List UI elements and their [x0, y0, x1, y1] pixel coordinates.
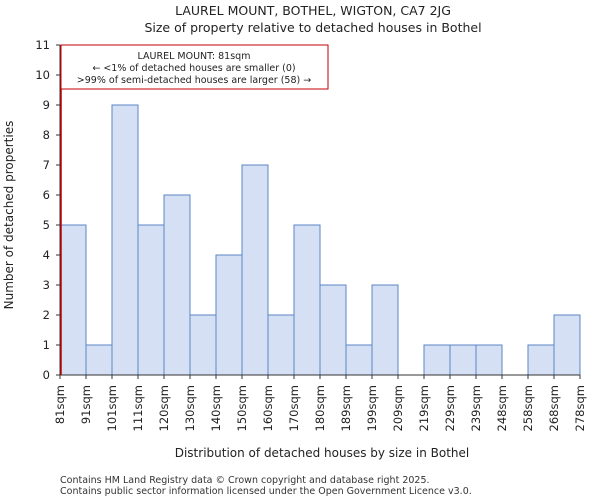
x-tick-label: 160sqm: [261, 385, 275, 431]
histogram-bar: [215, 254, 243, 376]
x-tick-label: 81sqm: [53, 385, 67, 424]
x-tick-label: 170sqm: [287, 385, 301, 431]
x-tick-label: 209sqm: [391, 385, 405, 431]
x-tick-label: 229sqm: [443, 385, 457, 431]
x-tick-label: 199sqm: [365, 385, 379, 431]
x-tick-label: 120sqm: [157, 385, 171, 431]
y-tick-label: 0: [43, 368, 50, 382]
histogram-bar: [371, 284, 399, 376]
y-tick-label: 8: [43, 128, 50, 142]
x-axis-label: Distribution of detached houses by size …: [175, 446, 470, 460]
chart-title: LAUREL MOUNT, BOTHEL, WIGTON, CA7 2JG: [175, 3, 451, 18]
x-tick-label: 91sqm: [79, 385, 93, 424]
y-axis-ticks: 0 1 2 3 4 5 6 7 8 9 10 11: [35, 38, 60, 382]
x-tick-label: 150sqm: [235, 385, 249, 431]
y-tick-label: 3: [43, 278, 50, 292]
histogram-bar: [553, 314, 581, 376]
x-tick-label: 111sqm: [131, 385, 145, 431]
y-tick-label: 10: [35, 68, 50, 82]
y-tick-label: 7: [43, 158, 50, 172]
histogram-bar: [449, 344, 477, 376]
x-tick-label: 101sqm: [105, 385, 119, 431]
footer-line-1: Contains HM Land Registry data © Crown c…: [60, 475, 430, 486]
footer-line-2: Contains public sector information licen…: [60, 486, 472, 497]
y-axis-label: Number of detached properties: [2, 121, 16, 310]
annotation-line-2: ← <1% of detached houses are smaller (0): [92, 63, 295, 74]
histogram-bar: [527, 344, 555, 376]
x-tick-label: 268sqm: [547, 385, 561, 431]
y-tick-label: 2: [43, 308, 50, 322]
histogram-bar: [137, 224, 165, 376]
y-tick-label: 5: [43, 218, 50, 232]
x-tick-label: 219sqm: [417, 385, 431, 431]
histogram-bar: [189, 314, 217, 376]
x-axis-ticks: 81sqm 91sqm 101sqm 111sqm 120sqm 130sqm 140sqm…: [53, 375, 587, 431]
annotation-box: LAUREL MOUNT: 81sqm ← <1% of detached ho…: [60, 44, 329, 90]
histogram-bar: [111, 104, 139, 376]
annotation-line-3: >99% of semi-detached houses are larger …: [77, 75, 311, 86]
histogram-bar: [85, 344, 113, 376]
annotation-line-1: LAUREL MOUNT: 81sqm: [138, 51, 251, 62]
histogram-bar: [345, 344, 373, 376]
histogram-bar: [59, 224, 87, 376]
y-tick-label: 4: [43, 248, 50, 262]
x-tick-label: 189sqm: [339, 385, 353, 431]
x-tick-label: 180sqm: [313, 385, 327, 431]
y-tick-label: 9: [43, 98, 50, 112]
histogram-bar: [163, 194, 191, 376]
bars-group: [59, 104, 581, 376]
histogram-bar: [319, 284, 347, 376]
x-tick-label: 130sqm: [183, 385, 197, 431]
histogram-bar: [267, 314, 295, 376]
x-tick-label: 258sqm: [521, 385, 535, 431]
x-tick-label: 278sqm: [573, 385, 587, 431]
y-tick-label: 11: [35, 38, 50, 52]
histogram-bar: [475, 344, 503, 376]
histogram-bar: [423, 344, 451, 376]
x-tick-label: 239sqm: [469, 385, 483, 431]
x-tick-label: 140sqm: [209, 385, 223, 431]
x-tick-label: 248sqm: [495, 385, 509, 431]
chart-subtitle: Size of property relative to detached ho…: [144, 20, 481, 35]
histogram-bar: [293, 224, 321, 376]
y-tick-label: 1: [43, 338, 50, 352]
y-tick-label: 6: [43, 188, 50, 202]
histogram-bar: [241, 164, 269, 376]
